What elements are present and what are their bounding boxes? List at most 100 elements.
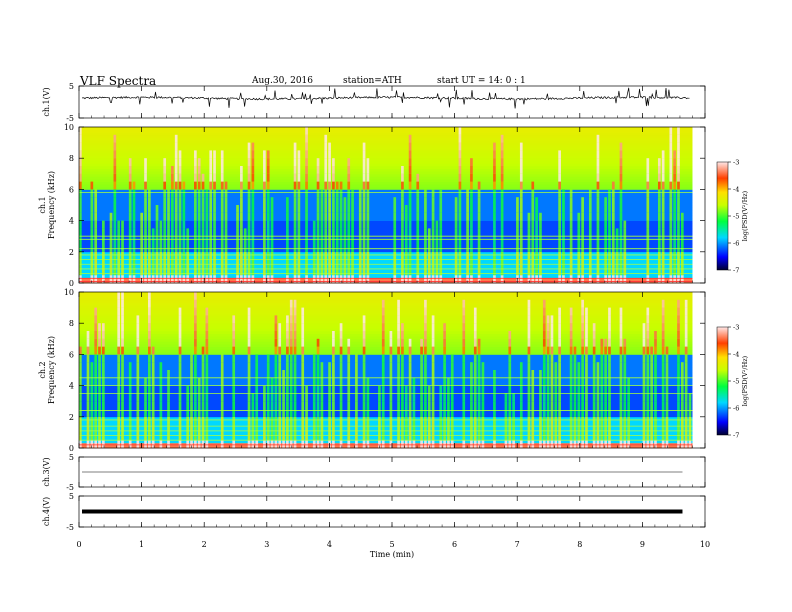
sferic-streak — [102, 331, 105, 339]
sferic-streak — [439, 197, 443, 205]
sferic-streak — [182, 236, 186, 244]
sferic-streak — [240, 189, 243, 198]
sferic-streak — [178, 432, 182, 441]
sferic-streak — [389, 409, 393, 417]
sferic-streak — [416, 189, 420, 198]
sferic-streak — [673, 251, 676, 260]
y-tick-label: -5 — [66, 483, 74, 492]
sferic-streak — [136, 331, 140, 339]
sferic-streak — [128, 440, 132, 448]
spectrogram-band-1-47 — [79, 158, 693, 162]
sferic-streak — [128, 259, 132, 268]
sferic-streak — [117, 244, 121, 252]
start-time-label: start UT = 14: 0 : 1 — [437, 76, 526, 86]
sferic-streak — [255, 440, 259, 448]
spectrogram-band-1-40 — [79, 176, 693, 180]
sferic-streak — [611, 251, 615, 260]
sferic-streak — [240, 212, 243, 221]
sferic-streak — [182, 267, 186, 276]
sferic-streak — [201, 212, 205, 221]
spectrogram-band-1-52 — [79, 145, 693, 149]
sferic-streak — [209, 244, 213, 252]
sferic-streak — [427, 236, 431, 244]
sferic-streak — [577, 424, 581, 433]
sferic-streak — [148, 259, 151, 268]
sferic-streak — [519, 244, 523, 252]
sferic-streak — [673, 166, 676, 174]
sferic-streak — [416, 244, 420, 252]
sferic-streak — [205, 323, 209, 331]
sferic-streak — [113, 158, 117, 166]
sferic-streak — [274, 440, 278, 448]
sferic-streak — [558, 197, 561, 205]
sferic-streak — [301, 385, 305, 394]
sferic-streak — [477, 259, 481, 268]
sferic-streak — [592, 409, 596, 417]
sferic-streak — [393, 251, 397, 260]
sferic-streak — [519, 251, 523, 260]
sferic-streak — [98, 424, 101, 433]
spectrogram-band-1-7 — [79, 262, 693, 266]
sferic-streak — [301, 401, 305, 409]
sferic-streak — [473, 315, 477, 324]
sferic-streak — [121, 370, 124, 378]
sferic-streak — [220, 205, 224, 213]
sferic-streak — [201, 189, 205, 198]
spectrogram-band-2-59 — [79, 292, 693, 295]
sferic-streak — [270, 424, 274, 433]
sferic-streak — [178, 424, 182, 433]
sferic-streak — [408, 158, 412, 166]
sferic-streak — [588, 205, 592, 213]
sferic-streak — [339, 385, 343, 394]
sferic-streak — [220, 158, 224, 166]
sferic-streak — [619, 432, 623, 441]
sferic-streak — [508, 331, 512, 339]
sferic-streak — [347, 440, 351, 448]
sferic-streak — [604, 416, 607, 425]
sferic-streak — [362, 275, 366, 283]
sferic-streak — [596, 197, 600, 205]
sferic-streak — [550, 323, 554, 331]
sferic-streak — [86, 409, 90, 417]
sferic-streak — [159, 432, 163, 441]
sferic-streak — [332, 440, 335, 448]
sferic-streak — [220, 440, 224, 448]
sferic-streak — [151, 393, 155, 402]
sferic-streak — [381, 377, 385, 386]
sferic-streak — [519, 205, 523, 213]
sferic-streak — [608, 440, 611, 448]
sferic-streak — [90, 220, 94, 229]
sferic-streak — [431, 315, 435, 324]
sferic-streak — [657, 228, 661, 237]
sferic-streak — [481, 401, 485, 409]
spectrogram-band-1-38 — [79, 181, 693, 185]
sferic-streak — [569, 346, 573, 355]
sferic-streak — [332, 338, 335, 347]
sferic-streak — [167, 401, 170, 409]
station-label: station=ATH — [343, 76, 402, 86]
sferic-streak — [654, 409, 657, 417]
sferic-streak — [546, 315, 550, 324]
sferic-streak — [397, 385, 400, 394]
sferic-streak — [328, 142, 331, 151]
sferic-streak — [197, 173, 201, 182]
sferic-streak — [182, 197, 186, 205]
sferic-streak — [519, 432, 523, 441]
sferic-streak — [312, 236, 316, 244]
sferic-streak — [558, 346, 561, 355]
sferic-streak — [328, 197, 331, 205]
sferic-streak — [205, 189, 209, 198]
sferic-streak — [155, 220, 159, 229]
sferic-streak — [255, 370, 259, 378]
sferic-streak — [657, 173, 661, 182]
sferic-streak — [619, 212, 623, 221]
sferic-streak — [286, 432, 289, 441]
sferic-streak — [151, 346, 155, 355]
sferic-streak — [569, 393, 573, 402]
sferic-streak — [673, 173, 676, 182]
sferic-streak — [94, 393, 98, 402]
sferic-streak — [117, 370, 121, 378]
sferic-streak — [163, 275, 167, 283]
sferic-streak — [247, 251, 251, 260]
sferic-streak — [577, 251, 581, 260]
